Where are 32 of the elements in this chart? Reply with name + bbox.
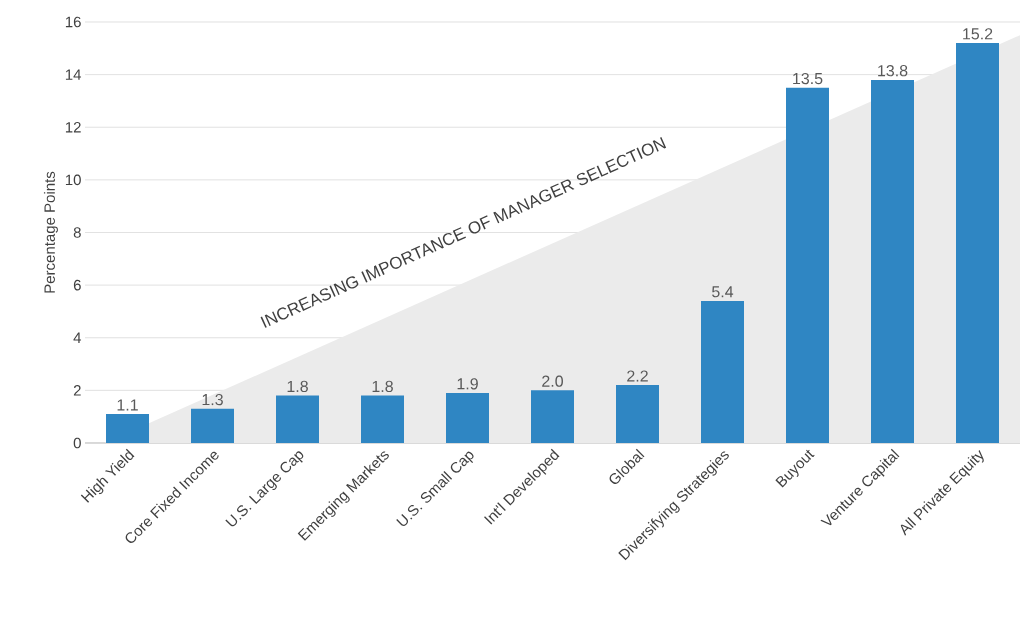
bar: [956, 43, 999, 443]
bar: [701, 300, 744, 443]
data-label: 5.4: [712, 286, 734, 298]
data-label: 15.2: [963, 28, 993, 40]
data-label: 1.3: [202, 393, 223, 406]
y-tick-label: 2: [73, 385, 81, 396]
bar: [191, 408, 235, 443]
y-tick-label: 12: [65, 122, 81, 133]
bar: [531, 390, 575, 443]
data-label: 1.1: [117, 399, 138, 411]
data-label: 2.2: [627, 370, 648, 382]
y-tick-label: 8: [73, 227, 81, 238]
data-label: 1.9: [457, 378, 478, 390]
y-tick-label: 6: [73, 279, 81, 291]
bar: [276, 395, 320, 443]
bar: [361, 395, 405, 443]
y-axis-title: Percentage Points: [43, 171, 58, 293]
data-label: 1.8: [287, 380, 308, 393]
bar: [446, 392, 490, 443]
y-tick-label: 0: [73, 437, 81, 449]
data-label: 13.5: [793, 72, 823, 85]
data-label: 13.8: [878, 65, 908, 77]
y-tick-label: 10: [65, 174, 81, 186]
bar: [616, 385, 660, 443]
y-tick-label: 16: [65, 16, 81, 28]
bar: [871, 79, 914, 443]
y-tick-label: 14: [65, 69, 82, 80]
bar: [106, 414, 150, 443]
data-label: 1.8: [372, 380, 393, 393]
y-tick-label: 4: [73, 332, 82, 343]
bar: [786, 87, 829, 443]
data-label: 2.0: [542, 375, 563, 387]
